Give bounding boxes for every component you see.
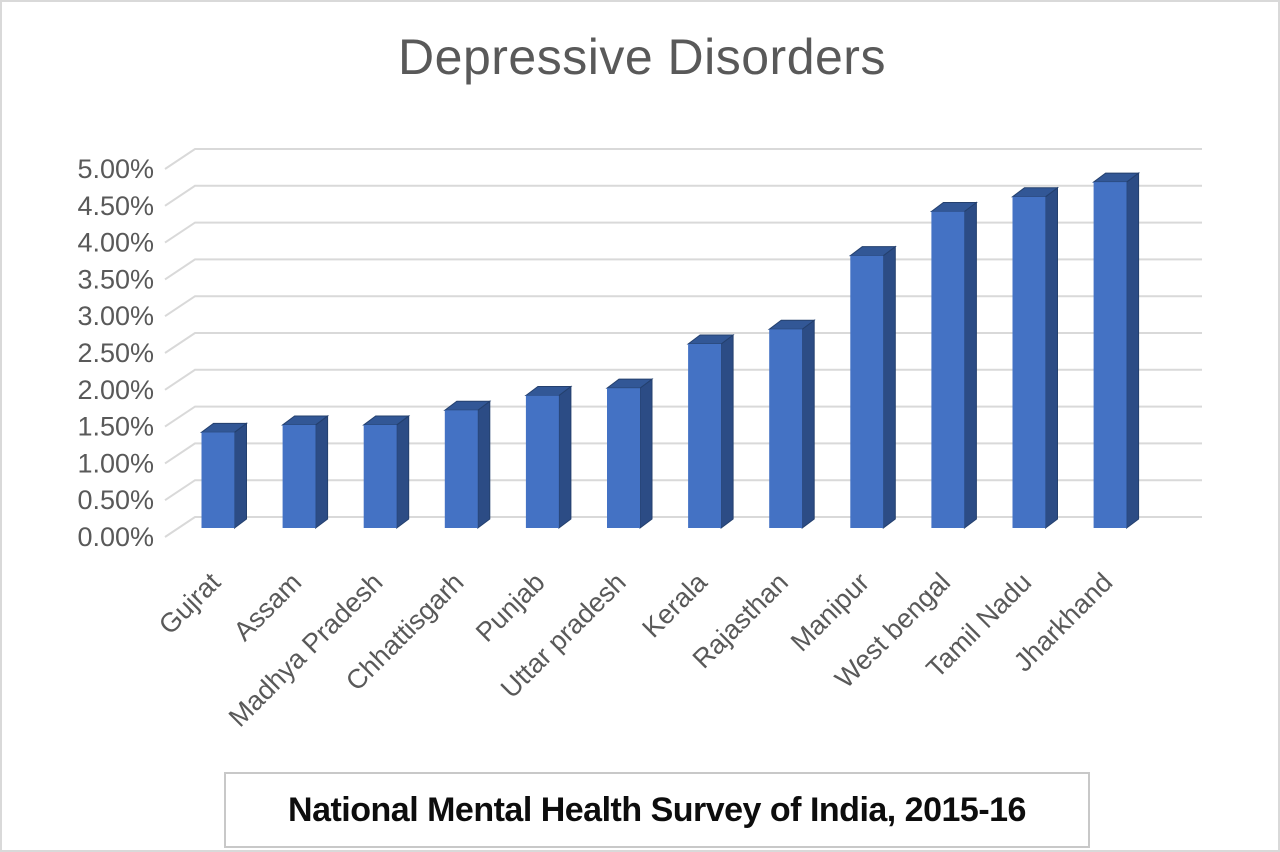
y-tick-label: 3.50% (77, 264, 154, 294)
bar-front-face (282, 424, 316, 528)
gridline (164, 221, 1202, 244)
x-category-label: Gujrat (153, 567, 227, 641)
bar-side-face (558, 385, 572, 529)
bar (362, 414, 411, 529)
x-category-label: Assam (228, 567, 308, 647)
bar (1011, 186, 1059, 529)
y-tick-label: 0.50% (77, 485, 154, 515)
bar-side-face (477, 400, 491, 529)
source-caption: National Mental Health Survey of India, … (288, 790, 1026, 829)
bar-front-face (850, 255, 884, 528)
chart-title: Depressive Disorders (398, 29, 886, 85)
bar (929, 201, 978, 529)
gridline (164, 184, 1202, 207)
bar-side-face (963, 201, 977, 529)
y-tick-label: 5.00% (77, 154, 154, 184)
bar-front-face (444, 410, 478, 528)
bar (524, 385, 573, 529)
plot-area: 0.00% 0.50% 1.00% 1.50% 2.00% 2.50% 3.00% 3.50%… (77, 148, 1202, 733)
y-tick-label: 3.00% (77, 301, 154, 331)
x-category-label: Punjab (470, 567, 551, 648)
bar-front-face (769, 329, 803, 528)
bar (281, 414, 330, 529)
bar (605, 378, 654, 529)
y-tick-label: 4.50% (77, 191, 154, 221)
bar-front-face (363, 424, 397, 528)
bar-front-face (607, 388, 640, 528)
bar-front-face (1012, 196, 1046, 529)
bar (686, 334, 735, 529)
bar-side-face (639, 378, 653, 529)
gridline (164, 148, 1202, 170)
bar (1092, 172, 1141, 529)
bar (767, 319, 816, 529)
bar (848, 245, 897, 529)
source-caption-box: National Mental Health Survey of India, … (224, 772, 1090, 848)
bar-front-face (1093, 182, 1127, 528)
bar-side-face (720, 334, 734, 529)
x-category-label: Kerala (636, 566, 713, 643)
y-tick-label: 4.00% (77, 228, 154, 258)
y-tick-label: 0.00% (77, 522, 154, 552)
bar-side-face (234, 422, 247, 529)
bar-front-face (688, 344, 722, 528)
bar (200, 422, 248, 529)
y-tick-label: 2.50% (77, 338, 154, 368)
y-tick-label: 1.50% (77, 412, 154, 442)
x-category-label: Madhya Pradesh (223, 567, 389, 733)
bar (443, 400, 492, 529)
y-tick-label: 1.00% (77, 448, 154, 478)
bar-side-face (1126, 172, 1140, 529)
y-tick-label: 2.00% (77, 375, 154, 405)
bar-front-face (931, 211, 965, 528)
bar-side-face (801, 319, 815, 529)
bar-side-face (315, 414, 329, 529)
bar-side-face (882, 245, 896, 529)
bar-front-face (201, 432, 235, 528)
bar-side-face (396, 414, 410, 529)
bar-front-face (525, 395, 559, 528)
bar-side-face (1045, 186, 1058, 529)
